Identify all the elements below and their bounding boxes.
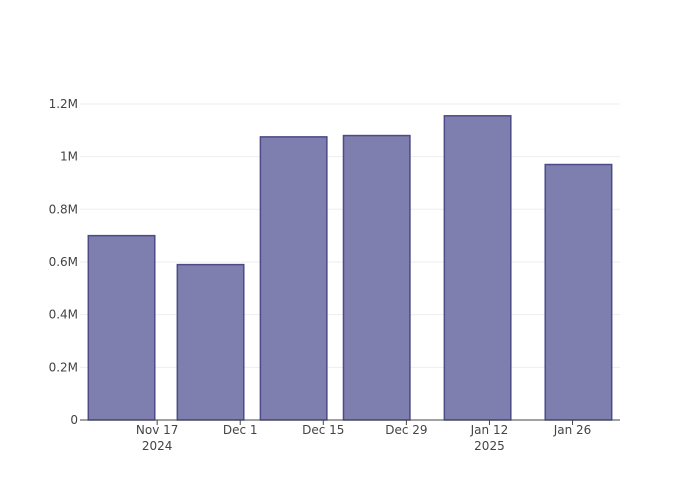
- y-tick-label: 0.8M: [49, 202, 78, 216]
- y-tick-label: 1M: [60, 150, 78, 164]
- x-tick-label: Dec 1: [223, 423, 258, 437]
- x-tick-label: Jan 12 2025: [470, 423, 509, 453]
- x-tick-label: Dec 15: [302, 423, 344, 437]
- bar: [544, 163, 613, 421]
- y-tick-label: 0: [70, 413, 78, 427]
- bar: [342, 134, 411, 421]
- y-tick-label: 1.2M: [49, 97, 78, 111]
- bar: [87, 234, 156, 421]
- y-tick-label: 0.6M: [49, 255, 78, 269]
- y-tick-label: 0.4M: [49, 308, 78, 322]
- y-tick-label: 0.2M: [49, 360, 78, 374]
- bar: [443, 115, 512, 421]
- x-tick-label: Jan 26: [553, 423, 592, 437]
- bar: [259, 136, 328, 421]
- bar: [176, 263, 245, 421]
- x-tick-label: Dec 29: [385, 423, 427, 437]
- x-tick-label: Nov 17 2024: [136, 423, 179, 453]
